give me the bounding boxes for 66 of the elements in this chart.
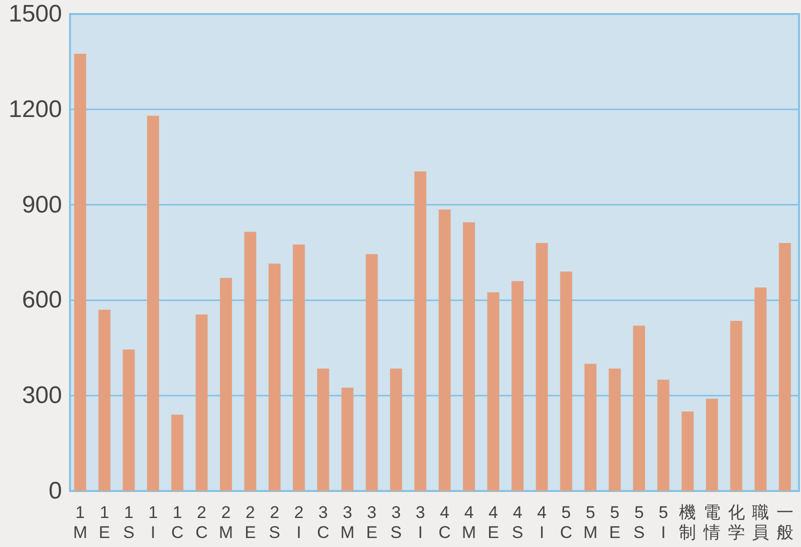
bar: [366, 254, 378, 491]
bar: [268, 264, 281, 491]
x-tick-label: 5E: [609, 503, 620, 542]
x-tick-label: 職員: [752, 503, 770, 542]
x-tick-label: 4S: [512, 503, 524, 542]
y-tick-label: 300: [22, 382, 62, 410]
bar: [122, 349, 135, 491]
y-tick-label: 0: [48, 478, 62, 504]
x-tick-label: 4I: [537, 503, 547, 542]
x-tick-label: 電情: [702, 503, 720, 542]
x-tick-label: 2I: [294, 503, 304, 542]
x-tick-label: 5C: [560, 503, 572, 542]
x-tick-label: 2E: [244, 503, 256, 542]
bar: [390, 368, 402, 491]
x-tick-label: 5M: [583, 503, 598, 542]
bar: [657, 380, 670, 491]
bar: [147, 116, 160, 491]
x-tick-label: 1M: [73, 503, 88, 542]
bar: [682, 412, 694, 491]
bar: [778, 242, 791, 491]
x-tick-label: 2M: [218, 503, 234, 542]
bar: [292, 244, 305, 491]
bar: [608, 368, 621, 491]
bar: [196, 314, 208, 491]
bar: [341, 388, 354, 491]
x-tick-label: 3E: [366, 503, 378, 542]
y-tick-label: 1500: [8, 0, 62, 28]
x-tick-label: 化学: [728, 503, 745, 542]
bar: [706, 398, 718, 491]
x-tick-label: 3M: [340, 503, 355, 542]
bar: [512, 281, 524, 491]
bar: [220, 278, 232, 491]
bar: [317, 368, 330, 491]
bar: [171, 414, 184, 491]
bar: [754, 287, 767, 491]
x-tick-label: 1E: [98, 503, 110, 542]
x-tick-label: 1I: [148, 503, 158, 542]
x-tick-label: 2S: [268, 503, 280, 542]
x-tick-label: 4C: [438, 503, 451, 542]
x-tick-label: 機制: [679, 503, 696, 542]
bar: [730, 320, 742, 491]
bar: [487, 292, 500, 491]
x-tick-label: 2C: [196, 503, 208, 542]
y-tick-label: 1200: [8, 96, 62, 123]
x-tick-label: 4M: [462, 503, 476, 542]
x-tick-label: 1S: [123, 503, 134, 542]
x-tick-label: 一般: [776, 503, 794, 542]
y-tick-label: 600: [22, 286, 62, 314]
bar: [244, 232, 256, 491]
bar: [584, 364, 596, 491]
bar: [633, 326, 646, 491]
y-tick-label: 900: [22, 191, 62, 218]
x-tick-label: 5I: [658, 503, 668, 542]
bar: [438, 210, 451, 491]
x-tick-label: 4E: [488, 503, 499, 542]
bar: [462, 222, 475, 491]
x-tick-label: 3I: [416, 503, 426, 542]
x-tick-label: 1C: [171, 503, 184, 542]
bar: [414, 171, 426, 491]
bar: [560, 272, 572, 491]
x-tick-label: 3C: [317, 503, 330, 542]
bar: [536, 242, 548, 491]
bar: [98, 310, 110, 491]
bar: [74, 54, 86, 491]
x-tick-label: 3S: [390, 503, 402, 542]
x-tick-label: 5S: [633, 503, 645, 542]
